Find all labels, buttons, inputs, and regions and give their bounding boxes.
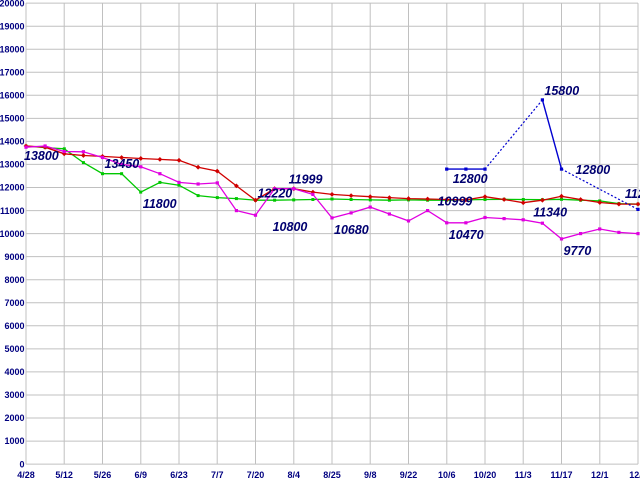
svg-text:13800: 13800	[24, 149, 59, 163]
svg-text:13450: 13450	[105, 157, 140, 171]
svg-text:8000: 8000	[4, 275, 24, 285]
svg-text:10/6: 10/6	[438, 470, 456, 480]
svg-text:1000: 1000	[4, 436, 24, 446]
svg-text:11340: 11340	[533, 206, 567, 220]
svg-text:18000: 18000	[0, 44, 25, 54]
svg-text:7/7: 7/7	[211, 470, 224, 480]
svg-text:7000: 7000	[4, 298, 24, 308]
svg-text:3000: 3000	[4, 390, 24, 400]
svg-text:16000: 16000	[0, 91, 25, 101]
svg-text:19000: 19000	[0, 21, 25, 31]
svg-text:6/9: 6/9	[135, 470, 148, 480]
svg-text:12800: 12800	[576, 163, 611, 177]
svg-text:8/25: 8/25	[323, 470, 341, 480]
svg-text:10470: 10470	[449, 228, 484, 242]
svg-text:12800: 12800	[453, 172, 488, 186]
svg-text:6/23: 6/23	[170, 470, 188, 480]
svg-text:20000: 20000	[0, 0, 25, 8]
svg-text:2000: 2000	[4, 413, 24, 423]
svg-text:9000: 9000	[4, 252, 24, 262]
svg-text:11/3: 11/3	[515, 470, 532, 480]
svg-text:9/8: 9/8	[364, 470, 377, 480]
svg-text:10/20: 10/20	[474, 470, 497, 480]
svg-text:10680: 10680	[334, 223, 369, 237]
svg-text:10800: 10800	[273, 220, 308, 234]
svg-text:5/26: 5/26	[94, 470, 112, 480]
svg-text:9770: 9770	[564, 244, 592, 258]
svg-text:15000: 15000	[0, 114, 25, 124]
svg-text:11800: 11800	[143, 197, 177, 211]
svg-text:11000: 11000	[0, 206, 25, 216]
svg-text:4/28: 4/28	[17, 470, 35, 480]
svg-text:17000: 17000	[0, 68, 25, 78]
svg-text:14000: 14000	[0, 137, 25, 147]
svg-text:10000: 10000	[0, 229, 25, 239]
svg-text:5000: 5000	[4, 344, 24, 354]
svg-text:6000: 6000	[4, 321, 24, 331]
svg-text:9/22: 9/22	[400, 470, 418, 480]
svg-text:12/1: 12/1	[591, 470, 609, 480]
svg-text:0: 0	[19, 459, 24, 469]
svg-text:13000: 13000	[0, 160, 25, 170]
svg-text:15800: 15800	[544, 84, 579, 98]
svg-text:12/8: 12/8	[629, 470, 640, 480]
svg-text:12000: 12000	[0, 183, 25, 193]
svg-text:7/20: 7/20	[247, 470, 265, 480]
svg-text:5/12: 5/12	[55, 470, 73, 480]
svg-text:10999: 10999	[438, 195, 473, 209]
svg-text:4000: 4000	[4, 367, 24, 377]
svg-text:11/17: 11/17	[550, 470, 572, 480]
svg-text:8/4: 8/4	[288, 470, 301, 480]
svg-text:11999: 11999	[289, 173, 323, 187]
svg-text:12220: 12220	[258, 186, 293, 200]
